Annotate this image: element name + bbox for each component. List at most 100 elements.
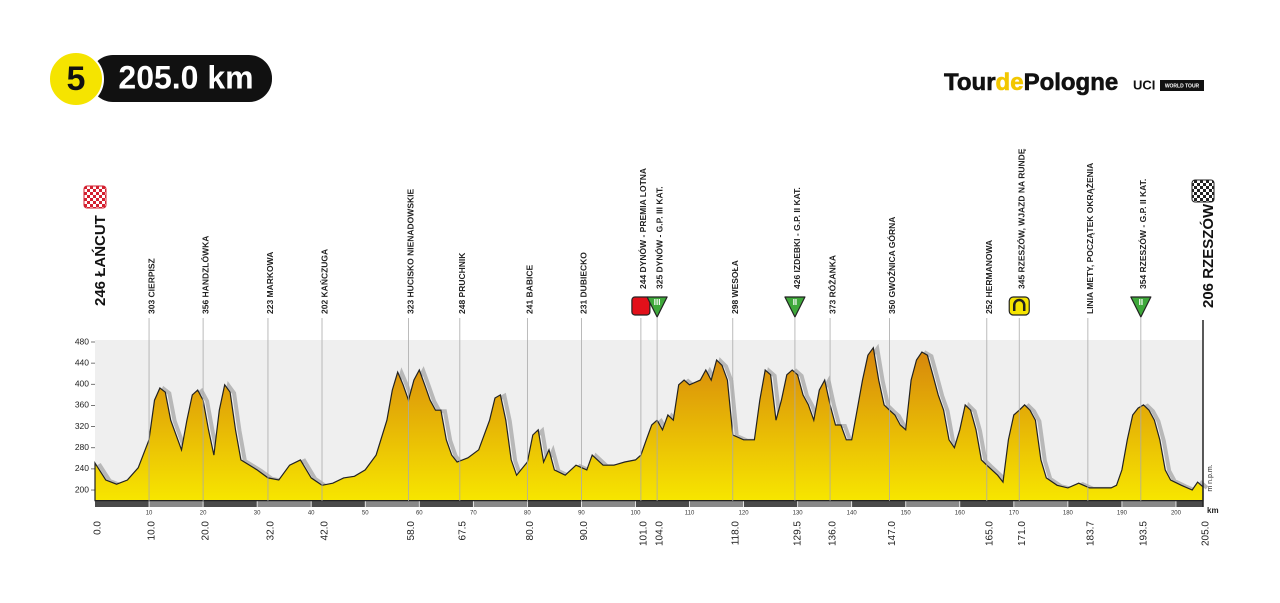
x-tick-label: 130 <box>793 511 804 517</box>
km-strip <box>581 501 636 507</box>
km-strip <box>1013 501 1068 507</box>
waypoint-label: 252 HERMANOWA <box>984 240 994 314</box>
x-tick-label: 60 <box>416 511 423 517</box>
logo-world-tour: WORLD TOUR <box>1165 83 1200 89</box>
plot: 200 240 280 320 360 400 440 480 m n.p.m. 10 20 30 40… <box>75 148 1219 546</box>
y-tick-label: 400 <box>75 379 89 389</box>
waypoint-km: 205.0 <box>1201 521 1212 546</box>
waypoint-label: 298 WESOŁA <box>730 260 740 314</box>
kom-icon <box>784 296 806 318</box>
x-tick-label: 200 <box>1171 511 1182 517</box>
x-tick-label: 180 <box>1063 511 1074 517</box>
x-tick-label: 30 <box>254 511 261 517</box>
waypoint-km: 118.0 <box>730 521 741 546</box>
y-tick-label: 200 <box>75 484 89 494</box>
waypoint-label: 345 RZESZÓW, WJAZD NA RUNDĘ <box>1015 148 1026 289</box>
waypoint-km: 10.0 <box>147 521 158 541</box>
waypoint-km: 193.5 <box>1138 521 1149 546</box>
waypoint-label: 354 RZESZÓW - G.P. II KAT. <box>1137 179 1148 289</box>
y-tick-label: 480 <box>75 336 89 346</box>
waypoint-km: 136.0 <box>828 521 839 546</box>
x-tick-label: 100 <box>630 511 641 517</box>
waypoint-km: 183.7 <box>1086 521 1097 546</box>
stage-number: 5 <box>67 60 86 98</box>
waypoint-km: 58.0 <box>406 521 417 541</box>
waypoint-km: 0.0 <box>93 521 104 535</box>
y-tick-label: 240 <box>75 463 89 473</box>
y-tick-label: 320 <box>75 421 89 431</box>
waypoint-label: LINIA METY, POCZĄTEK OKRĄŻENIA <box>1085 163 1095 314</box>
x-tick-label: 40 <box>308 511 315 517</box>
waypoint-label: 303 CIERPISZ <box>146 258 156 314</box>
x-unit: km <box>1207 506 1219 515</box>
logo-uci: UCI <box>1133 77 1155 92</box>
waypoint-label: 356 HANDZLÓWKA <box>199 236 210 314</box>
km-strip <box>1121 501 1176 507</box>
y-tick-label: 360 <box>75 400 89 410</box>
waypoint-km: 129.5 <box>793 521 804 546</box>
logo-tour: Tour <box>944 69 996 96</box>
kom-icon <box>1130 296 1152 318</box>
km-strip <box>95 501 150 507</box>
logo-pologne: Pologne <box>1024 69 1119 96</box>
km-strip <box>689 501 744 507</box>
logo-de: de <box>996 69 1024 96</box>
waypoint-km: 165.0 <box>984 521 995 546</box>
waypoint-km: 147.0 <box>887 521 898 546</box>
km-strip <box>1175 501 1203 507</box>
waypoint-km: 80.0 <box>525 521 536 541</box>
km-strip <box>149 501 204 507</box>
y-tick-label: 280 <box>75 442 89 452</box>
x-tick-label: 20 <box>200 511 207 517</box>
km-strip <box>797 501 852 507</box>
x-tick-label: 160 <box>955 511 966 517</box>
x-tick-label: 10 <box>146 511 153 517</box>
waypoint-town: 246 ŁAŃCUT <box>92 215 109 306</box>
logo-world-tour-box <box>1160 80 1204 91</box>
x-tick-label: 150 <box>901 511 912 517</box>
waypoint-label: 426 IZDEBKI - G.P. II KAT. <box>792 187 802 289</box>
waypoint-label: 202 KAŃCZUGA <box>319 249 329 314</box>
sprint-icon <box>631 296 651 316</box>
waypoint-label: 244 DYNÓW - PREMIA LOTNA <box>637 168 648 289</box>
waypoint-label: 373 RÓŻANKA <box>826 255 837 314</box>
distance-badge <box>90 55 272 102</box>
x-tick-label: 90 <box>578 511 585 517</box>
waypoint-km: 67.5 <box>457 521 468 541</box>
start-flag <box>83 185 107 209</box>
x-tick-label: 70 <box>470 511 477 517</box>
kom-category: III <box>654 298 661 307</box>
kom-category: II <box>793 298 797 307</box>
km-strip <box>905 501 960 507</box>
x-tick-label: 120 <box>739 511 750 517</box>
km-strip <box>257 501 312 507</box>
lap-arch <box>1012 298 1026 311</box>
waypoint-km: 20.0 <box>201 521 212 541</box>
waypoint-label: 231 DUBIECKO <box>579 252 589 314</box>
stage-badge <box>48 51 104 107</box>
waypoint-label: 248 PRUCHNIK <box>457 252 467 314</box>
profile-area <box>94 346 1204 502</box>
y-unit: m n.p.m. <box>1207 464 1214 491</box>
finish-flag <box>1191 179 1215 203</box>
x-tick-label: 80 <box>524 511 531 517</box>
waypoint-km: 90.0 <box>579 521 590 541</box>
waypoint-label: 325 DYNÓW - G.P. III KAT. <box>653 186 664 289</box>
km-strip <box>851 501 906 507</box>
km-strip <box>635 501 690 507</box>
waypoint-km: 171.0 <box>1017 521 1028 546</box>
waypoint-label: 350 GWOŹNICA GÓRNA <box>886 217 897 314</box>
waypoint-km: 104.0 <box>655 521 666 546</box>
kom-icon <box>646 296 668 318</box>
waypoint-label: 223 MARKOWA <box>265 252 275 314</box>
km-strip <box>365 501 420 507</box>
waypoint-km: 42.0 <box>320 521 331 541</box>
x-tick-label: 110 <box>685 511 695 517</box>
km-strip <box>311 501 366 507</box>
waypoint-km: 32.0 <box>266 521 277 541</box>
km-strip <box>527 501 582 507</box>
km-strip <box>959 501 1014 507</box>
km-strip <box>419 501 474 507</box>
